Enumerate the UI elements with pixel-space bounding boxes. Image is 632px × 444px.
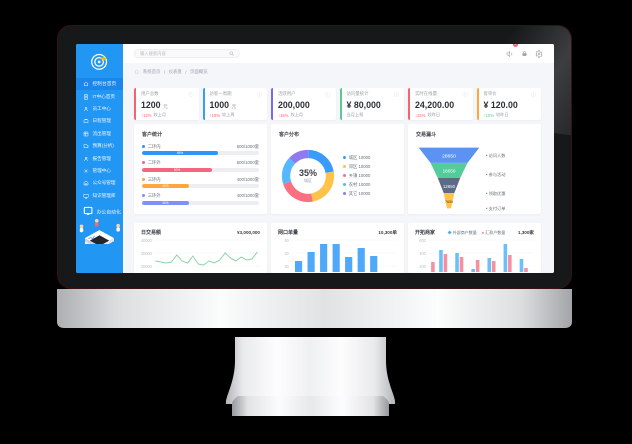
svg-text:400: 400 [419,251,426,256]
svg-text:7650: 7650 [445,200,453,204]
svg-text:18650: 18650 [443,169,456,174]
svg-text:办公自动化: 办公自动化 [97,209,121,216]
svg-text:600: 600 [419,238,426,243]
svg-text:30: 30 [284,264,289,269]
svg-text:40: 40 [284,251,289,256]
svg-text:12650: 12650 [443,184,456,189]
svg-text:200: 200 [419,264,426,269]
svg-text:50: 50 [284,238,289,243]
svg-text:28650: 28650 [442,154,456,160]
svg-text:20000: 20000 [141,264,152,269]
svg-text:30000: 30000 [141,251,152,256]
svg-text:40000: 40000 [141,238,152,243]
